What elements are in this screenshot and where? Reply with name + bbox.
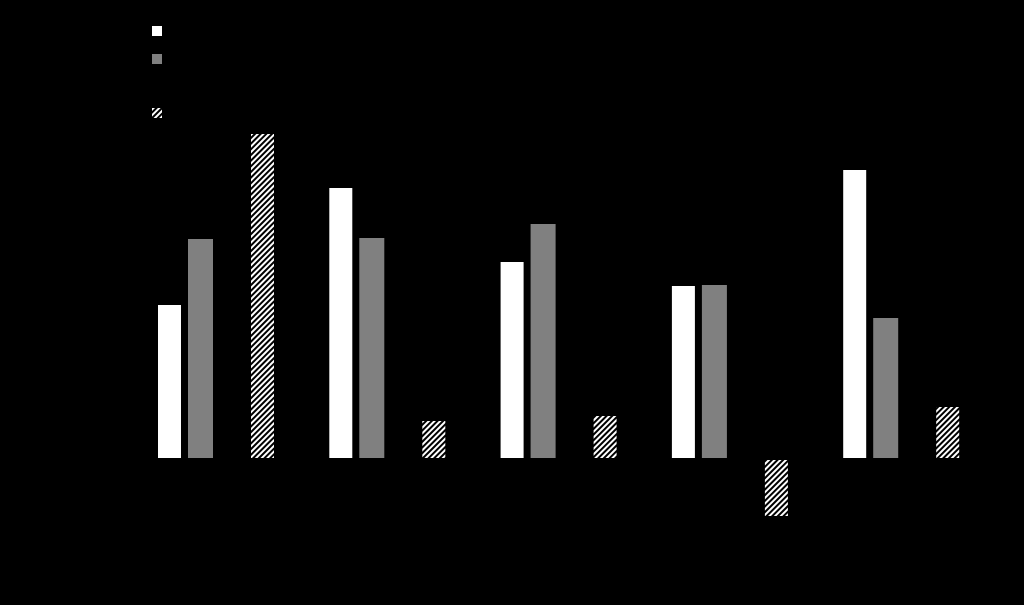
bar bbox=[701, 285, 727, 458]
bar bbox=[873, 318, 899, 458]
bar bbox=[936, 407, 960, 458]
bar bbox=[158, 305, 181, 458]
legend-swatch bbox=[152, 108, 162, 118]
legend-swatch bbox=[152, 26, 162, 36]
bar bbox=[593, 416, 617, 458]
bar bbox=[251, 134, 274, 458]
bar bbox=[530, 224, 556, 458]
bar bbox=[671, 286, 695, 458]
bar bbox=[843, 170, 867, 458]
bar bbox=[329, 188, 353, 458]
bar bbox=[359, 238, 385, 458]
bar bbox=[764, 460, 788, 516]
bar bbox=[188, 239, 213, 458]
bar bbox=[500, 262, 524, 458]
legend-swatch bbox=[152, 54, 162, 64]
bar bbox=[422, 421, 446, 458]
